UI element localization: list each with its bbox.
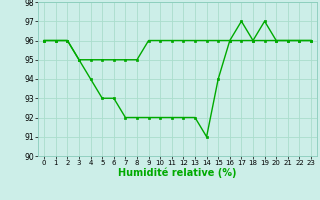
X-axis label: Humidité relative (%): Humidité relative (%): [118, 168, 237, 178]
